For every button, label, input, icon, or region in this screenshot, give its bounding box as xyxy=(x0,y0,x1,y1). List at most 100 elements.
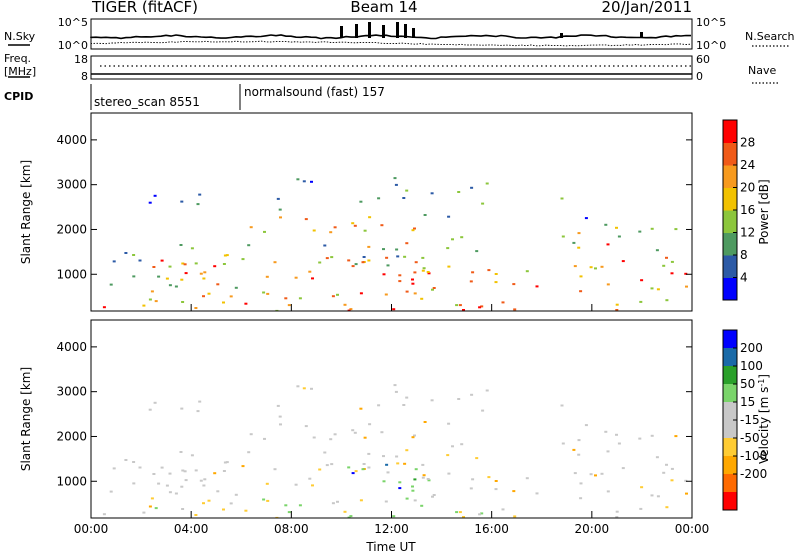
power-echo-cell xyxy=(512,283,516,286)
velocity-y-label: Slant Range [km] xyxy=(19,367,33,471)
power-echo-cell xyxy=(194,262,198,265)
velocity-echo-cell xyxy=(266,499,270,502)
power-echo-cell xyxy=(579,290,583,293)
power-echo-cell xyxy=(411,278,414,281)
velocity-echo-cell xyxy=(347,466,351,469)
velocity-y-axis: 1000 2000 3000 4000 xyxy=(56,340,692,488)
velocity-echo-cell xyxy=(152,473,156,475)
velocity-echo-cell xyxy=(318,468,322,471)
power-echo-cell xyxy=(304,218,308,221)
power-echo-cell xyxy=(325,257,329,260)
power-echo-cell xyxy=(561,235,565,238)
power-echo-cell xyxy=(421,256,425,259)
power-echo-cell xyxy=(132,254,136,256)
power-echo-cell xyxy=(223,254,227,257)
power-echo-cell xyxy=(494,281,498,284)
power-echo-cell xyxy=(382,248,385,251)
velocity-echo-cell xyxy=(294,483,298,486)
velocity-echo-cell xyxy=(413,434,416,437)
velocity-echo-cell xyxy=(333,433,337,436)
power-echo-cell xyxy=(351,265,355,268)
power-colorbar-label: Power [dB] xyxy=(757,179,771,244)
power-echo-cell xyxy=(368,216,372,219)
velocity-echo-cell xyxy=(413,499,417,502)
velocity-echo-cell xyxy=(584,424,588,427)
cpid-label: CPID xyxy=(4,90,33,103)
velocity-echo-cell xyxy=(361,468,365,471)
cpid-panel: CPID stereo_scan 8551 normalsound (fast)… xyxy=(4,84,385,110)
velocity-echo-cell xyxy=(594,474,597,477)
power-echo-cell xyxy=(181,262,185,265)
velocity-colorbar-segment xyxy=(723,438,737,457)
velocity-echo-cell xyxy=(650,494,654,497)
power-echo-cell xyxy=(298,297,302,300)
power-echo-cell xyxy=(168,284,172,287)
power-colorbar-segment xyxy=(723,120,737,143)
velocity-echo-cell xyxy=(124,459,128,461)
velocity-colorbar-tick-label: -50 xyxy=(740,431,760,445)
velocity-echo-cell xyxy=(343,510,347,513)
velocity-echo-cell xyxy=(606,490,610,493)
power-echo-cell xyxy=(329,231,333,234)
power-echo-cell xyxy=(247,244,251,247)
power-echo-cell xyxy=(112,260,116,263)
velocity-echo-cell xyxy=(368,423,372,426)
power-echo-cell xyxy=(207,292,211,295)
power-plot-bg xyxy=(91,113,692,311)
y-tick-label: 1000 xyxy=(56,267,87,281)
power-echo-cell xyxy=(323,244,327,247)
power-echo-cell xyxy=(462,309,465,311)
power-echo-cell xyxy=(142,304,146,307)
velocity-echo-cell xyxy=(617,442,621,445)
power-echo-cell xyxy=(318,261,322,264)
velocity-echo-cell xyxy=(462,516,465,518)
velocity-echo-cell xyxy=(184,479,188,482)
power-echo-cell xyxy=(423,214,427,216)
power-echo-cell xyxy=(535,285,539,288)
power-echo-cell xyxy=(600,265,604,268)
power-echo-cell xyxy=(296,178,300,181)
velocity-echo-cell xyxy=(535,492,539,495)
y-tick-label: 2000 xyxy=(56,429,87,443)
velocity-echo-cell xyxy=(615,510,619,513)
power-colorbar-segment xyxy=(723,187,737,211)
power-echo-cell xyxy=(413,271,417,274)
velocity-echo-cell xyxy=(354,470,358,473)
power-echo-cell xyxy=(480,305,484,308)
power-x-axis xyxy=(90,304,693,311)
power-echo-cell xyxy=(279,216,282,219)
velocity-colorbar-label-main: Velocity [m s xyxy=(757,387,771,464)
velocity-echo-cell xyxy=(247,451,251,454)
velocity-echo-cell xyxy=(606,450,610,453)
power-echo-cell xyxy=(481,202,485,205)
power-echo-cell xyxy=(354,263,358,266)
velocity-echo-cell xyxy=(655,456,659,459)
power-echo-cell xyxy=(181,301,185,303)
velocity-colorbar-tick-label: 200 xyxy=(740,341,763,355)
velocity-echo-cell xyxy=(312,436,316,439)
power-echo-cell xyxy=(413,227,416,230)
power-colorbar-tick-label: 4 xyxy=(740,271,748,285)
power-echo-cell xyxy=(263,230,266,233)
power-echo-cell xyxy=(420,297,424,300)
power-echo-cell xyxy=(573,265,577,268)
power-colorbar-tick-label: 12 xyxy=(740,226,755,240)
velocity-echo-cell xyxy=(600,472,604,475)
velocity-echo-cell xyxy=(223,461,227,464)
nsky-spikes xyxy=(340,22,643,38)
nsearch-tick-bottom: 10^0 xyxy=(696,39,726,52)
velocity-colorbar-label: Velocity [m s-1] xyxy=(757,374,772,464)
nsky-panel: N.Sky 10^5 10^0 10^5 10^0 N.Search xyxy=(4,16,795,52)
velocity-echo-cell xyxy=(494,480,498,482)
power-echo-cell xyxy=(638,230,642,233)
power-echo-cell xyxy=(202,295,205,298)
velocity-echo-cell xyxy=(455,511,459,514)
velocity-echo-cell xyxy=(457,398,461,400)
power-echo-cell xyxy=(402,197,406,199)
power-echo-cell xyxy=(685,285,688,288)
velocity-echo-cell xyxy=(150,497,154,500)
power-echo-cell xyxy=(222,301,225,304)
power-echo-cell xyxy=(525,270,529,273)
velocity-echo-cell xyxy=(168,491,172,494)
power-echo-cell xyxy=(138,259,142,262)
